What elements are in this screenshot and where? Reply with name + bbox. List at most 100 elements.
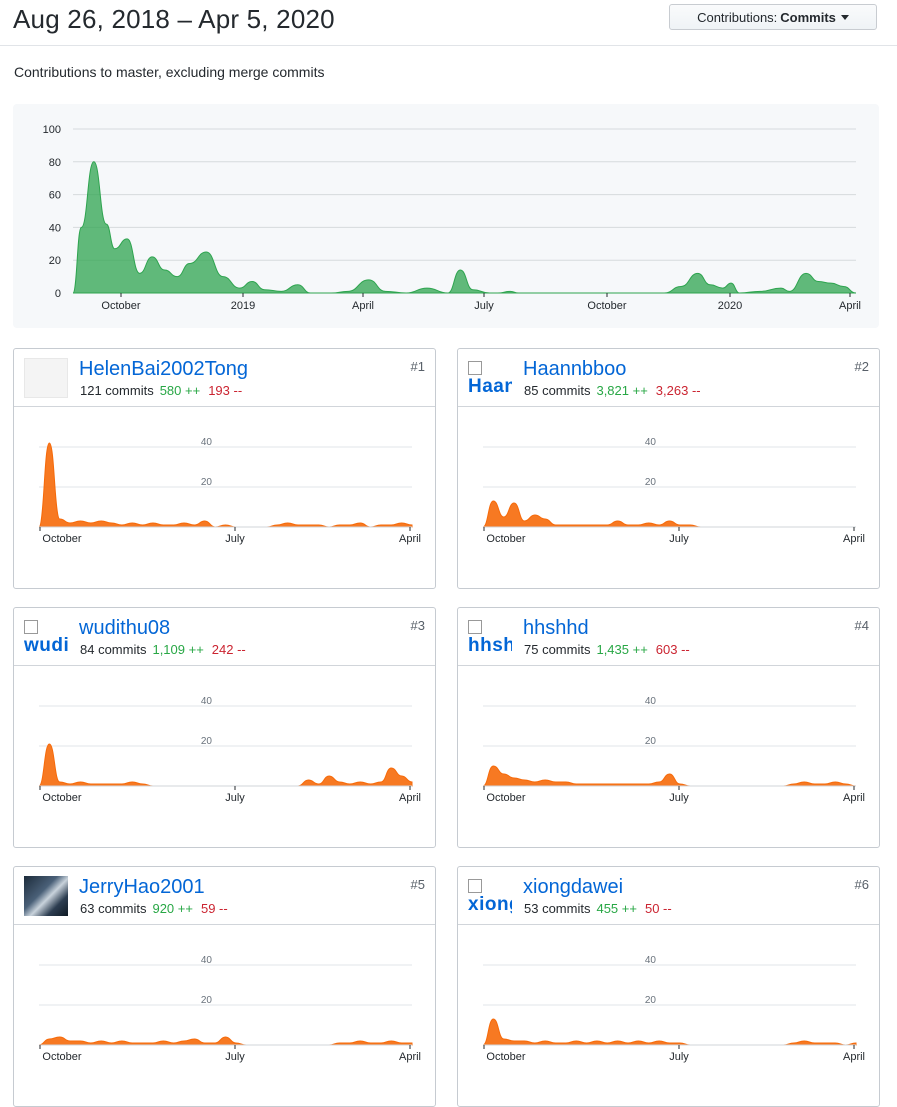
additions-count: 455 ++	[596, 901, 637, 916]
contributor-card: Haan Haannbboo 85 commits 3,821 ++ 3,263 -- #…	[457, 348, 880, 589]
y-tick-label: 0	[55, 288, 61, 300]
x-tick-label: 2020	[718, 300, 742, 312]
x-tick-label: April	[843, 533, 865, 545]
contributor-chart: 20 40 October July April	[482, 696, 865, 804]
y-tick-label: 60	[49, 190, 61, 202]
y-tick-label: 80	[49, 157, 61, 169]
y-tick-label: 20	[49, 255, 61, 267]
contributor-chart: 20 40 October July April	[38, 437, 421, 545]
caret-down-icon	[840, 14, 849, 20]
additions-count: 920 ++	[152, 901, 193, 916]
contributor-area	[482, 500, 856, 528]
avatar[interactable]	[24, 358, 68, 398]
contributor-stats: 75 commits 1,435 ++ 603 --	[524, 642, 690, 657]
contributor-card-header: JerryHao2001 63 commits 920 ++ 59 -- #5	[14, 867, 435, 925]
contributor-area	[38, 1036, 413, 1046]
additions-count: 1,109 ++	[152, 642, 204, 657]
contributor-stats: 84 commits 1,109 ++ 242 --	[80, 642, 246, 657]
x-tick-label: July	[225, 1051, 245, 1063]
x-tick-label: April	[839, 300, 861, 312]
contributor-card-header: wudit wudithu08 84 commits 1,109 ++ 242 -- #3	[14, 608, 435, 666]
contributor-chart: 20 40 October July April	[38, 696, 421, 804]
x-tick-label: October	[42, 1051, 81, 1063]
contributor-card: hhsh hhshhd 75 commits 1,435 ++ 603 -- #4 20 40…	[457, 607, 880, 848]
x-tick-label: October	[42, 792, 81, 804]
rank-badge: #5	[410, 877, 425, 892]
contributor-login-link[interactable]: HelenBai2002Tong	[79, 358, 249, 380]
broken-image-icon	[24, 620, 38, 634]
y-tick-label: 100	[43, 124, 61, 136]
avatar-broken-image[interactable]: xiong	[468, 876, 512, 916]
y-tick-label: 20	[201, 995, 213, 1006]
broken-image-icon	[468, 361, 482, 375]
y-tick-label: 20	[645, 995, 657, 1006]
x-tick-label: July	[225, 533, 245, 545]
y-tick-label: 20	[645, 477, 657, 488]
x-tick-label: April	[843, 1051, 865, 1063]
commit-count: 84 commits	[80, 642, 147, 657]
additions-count: 1,435 ++	[596, 642, 648, 657]
page-header: Aug 26, 2018 – Apr 5, 2020 Contributions…	[0, 0, 897, 46]
broken-image-icon	[468, 879, 482, 893]
y-tick-label: 20	[201, 477, 213, 488]
y-tick-label: 40	[645, 955, 657, 966]
commit-count: 75 commits	[524, 642, 591, 657]
broken-image-icon	[468, 620, 482, 634]
avatar-broken-image[interactable]: Haan	[468, 358, 512, 398]
contributor-login-link[interactable]: wudithu08	[79, 617, 171, 639]
contributor-area	[38, 743, 413, 787]
x-tick-label: July	[669, 792, 689, 804]
contributor-card: JerryHao2001 63 commits 920 ++ 59 -- #5 20 40 O…	[13, 866, 436, 1107]
select-value: Commits	[780, 9, 836, 25]
x-tick-label: April	[352, 300, 374, 312]
x-tick-label: April	[399, 792, 421, 804]
x-tick-label: July	[669, 533, 689, 545]
main-chart-svg: 0 20 40 60 80 100 October 2019 April July October 2…	[43, 124, 861, 312]
date-range-title: Aug 26, 2018 – Apr 5, 2020	[13, 4, 335, 34]
x-tick-label: October	[587, 300, 626, 312]
y-tick-label: 20	[201, 736, 213, 747]
contributor-card-header: Haan Haannbboo 85 commits 3,821 ++ 3,263 -- #…	[458, 349, 879, 407]
deletions-count: 59 --	[200, 901, 228, 916]
x-tick-label: April	[399, 1051, 421, 1063]
contributor-stats: 121 commits 580 ++ 193 --	[80, 383, 242, 398]
y-tick-label: 40	[201, 696, 213, 707]
contributor-area	[482, 765, 857, 787]
avatar[interactable]	[24, 876, 68, 916]
avatar-broken-image[interactable]: wudit	[24, 617, 68, 657]
commit-count: 121 commits	[80, 383, 154, 398]
contributor-chart: 20 40 October July April	[38, 955, 421, 1063]
contributor-login-link[interactable]: xiongdawei	[523, 876, 624, 898]
rank-badge: #6	[854, 877, 869, 892]
contributor-area	[482, 1018, 857, 1046]
y-tick-label: 40	[645, 437, 657, 448]
deletions-count: 193 --	[208, 383, 243, 398]
contributor-login-link[interactable]: hhshhd	[523, 617, 589, 639]
select-label: Contributions:	[697, 9, 778, 25]
y-tick-label: 40	[201, 437, 213, 448]
contributions-subtitle: Contributions to master, excluding merge…	[14, 64, 325, 80]
deletions-count: 50 --	[644, 901, 672, 916]
contributor-stats: 63 commits 920 ++ 59 --	[80, 901, 228, 916]
y-tick-label: 40	[201, 955, 213, 966]
y-tick-label: 20	[645, 736, 657, 747]
contributor-login-link[interactable]: Haannbboo	[523, 358, 627, 380]
main-contribution-chart: 0 20 40 60 80 100 October 2019 April July October 2…	[13, 104, 879, 328]
contributor-card: xiong xiongdawei 53 commits 455 ++ 50 -- #6 20…	[457, 866, 880, 1107]
x-tick-label: 2019	[231, 300, 255, 312]
x-tick-label: October	[486, 533, 525, 545]
contributor-card-header: xiong xiongdawei 53 commits 455 ++ 50 -- #6	[458, 867, 879, 925]
y-tick-label: 40	[49, 222, 61, 234]
x-tick-label: April	[843, 792, 865, 804]
contributor-chart: 20 40 October July April	[482, 955, 865, 1063]
y-tick-label: 40	[645, 696, 657, 707]
contributor-login-link[interactable]: JerryHao2001	[79, 876, 205, 898]
x-tick-label: July	[669, 1051, 689, 1063]
contributions-select-button[interactable]: Contributions: Commits	[669, 4, 877, 30]
contributor-card-header: HelenBai2002Tong 121 commits 580 ++ 193 -- #…	[14, 349, 435, 407]
contributor-chart: 20 40 October July April	[482, 437, 865, 545]
rank-badge: #1	[410, 359, 425, 374]
deletions-count: 242 --	[211, 642, 246, 657]
avatar-broken-image[interactable]: hhsh	[468, 617, 512, 657]
x-tick-label: October	[486, 1051, 525, 1063]
